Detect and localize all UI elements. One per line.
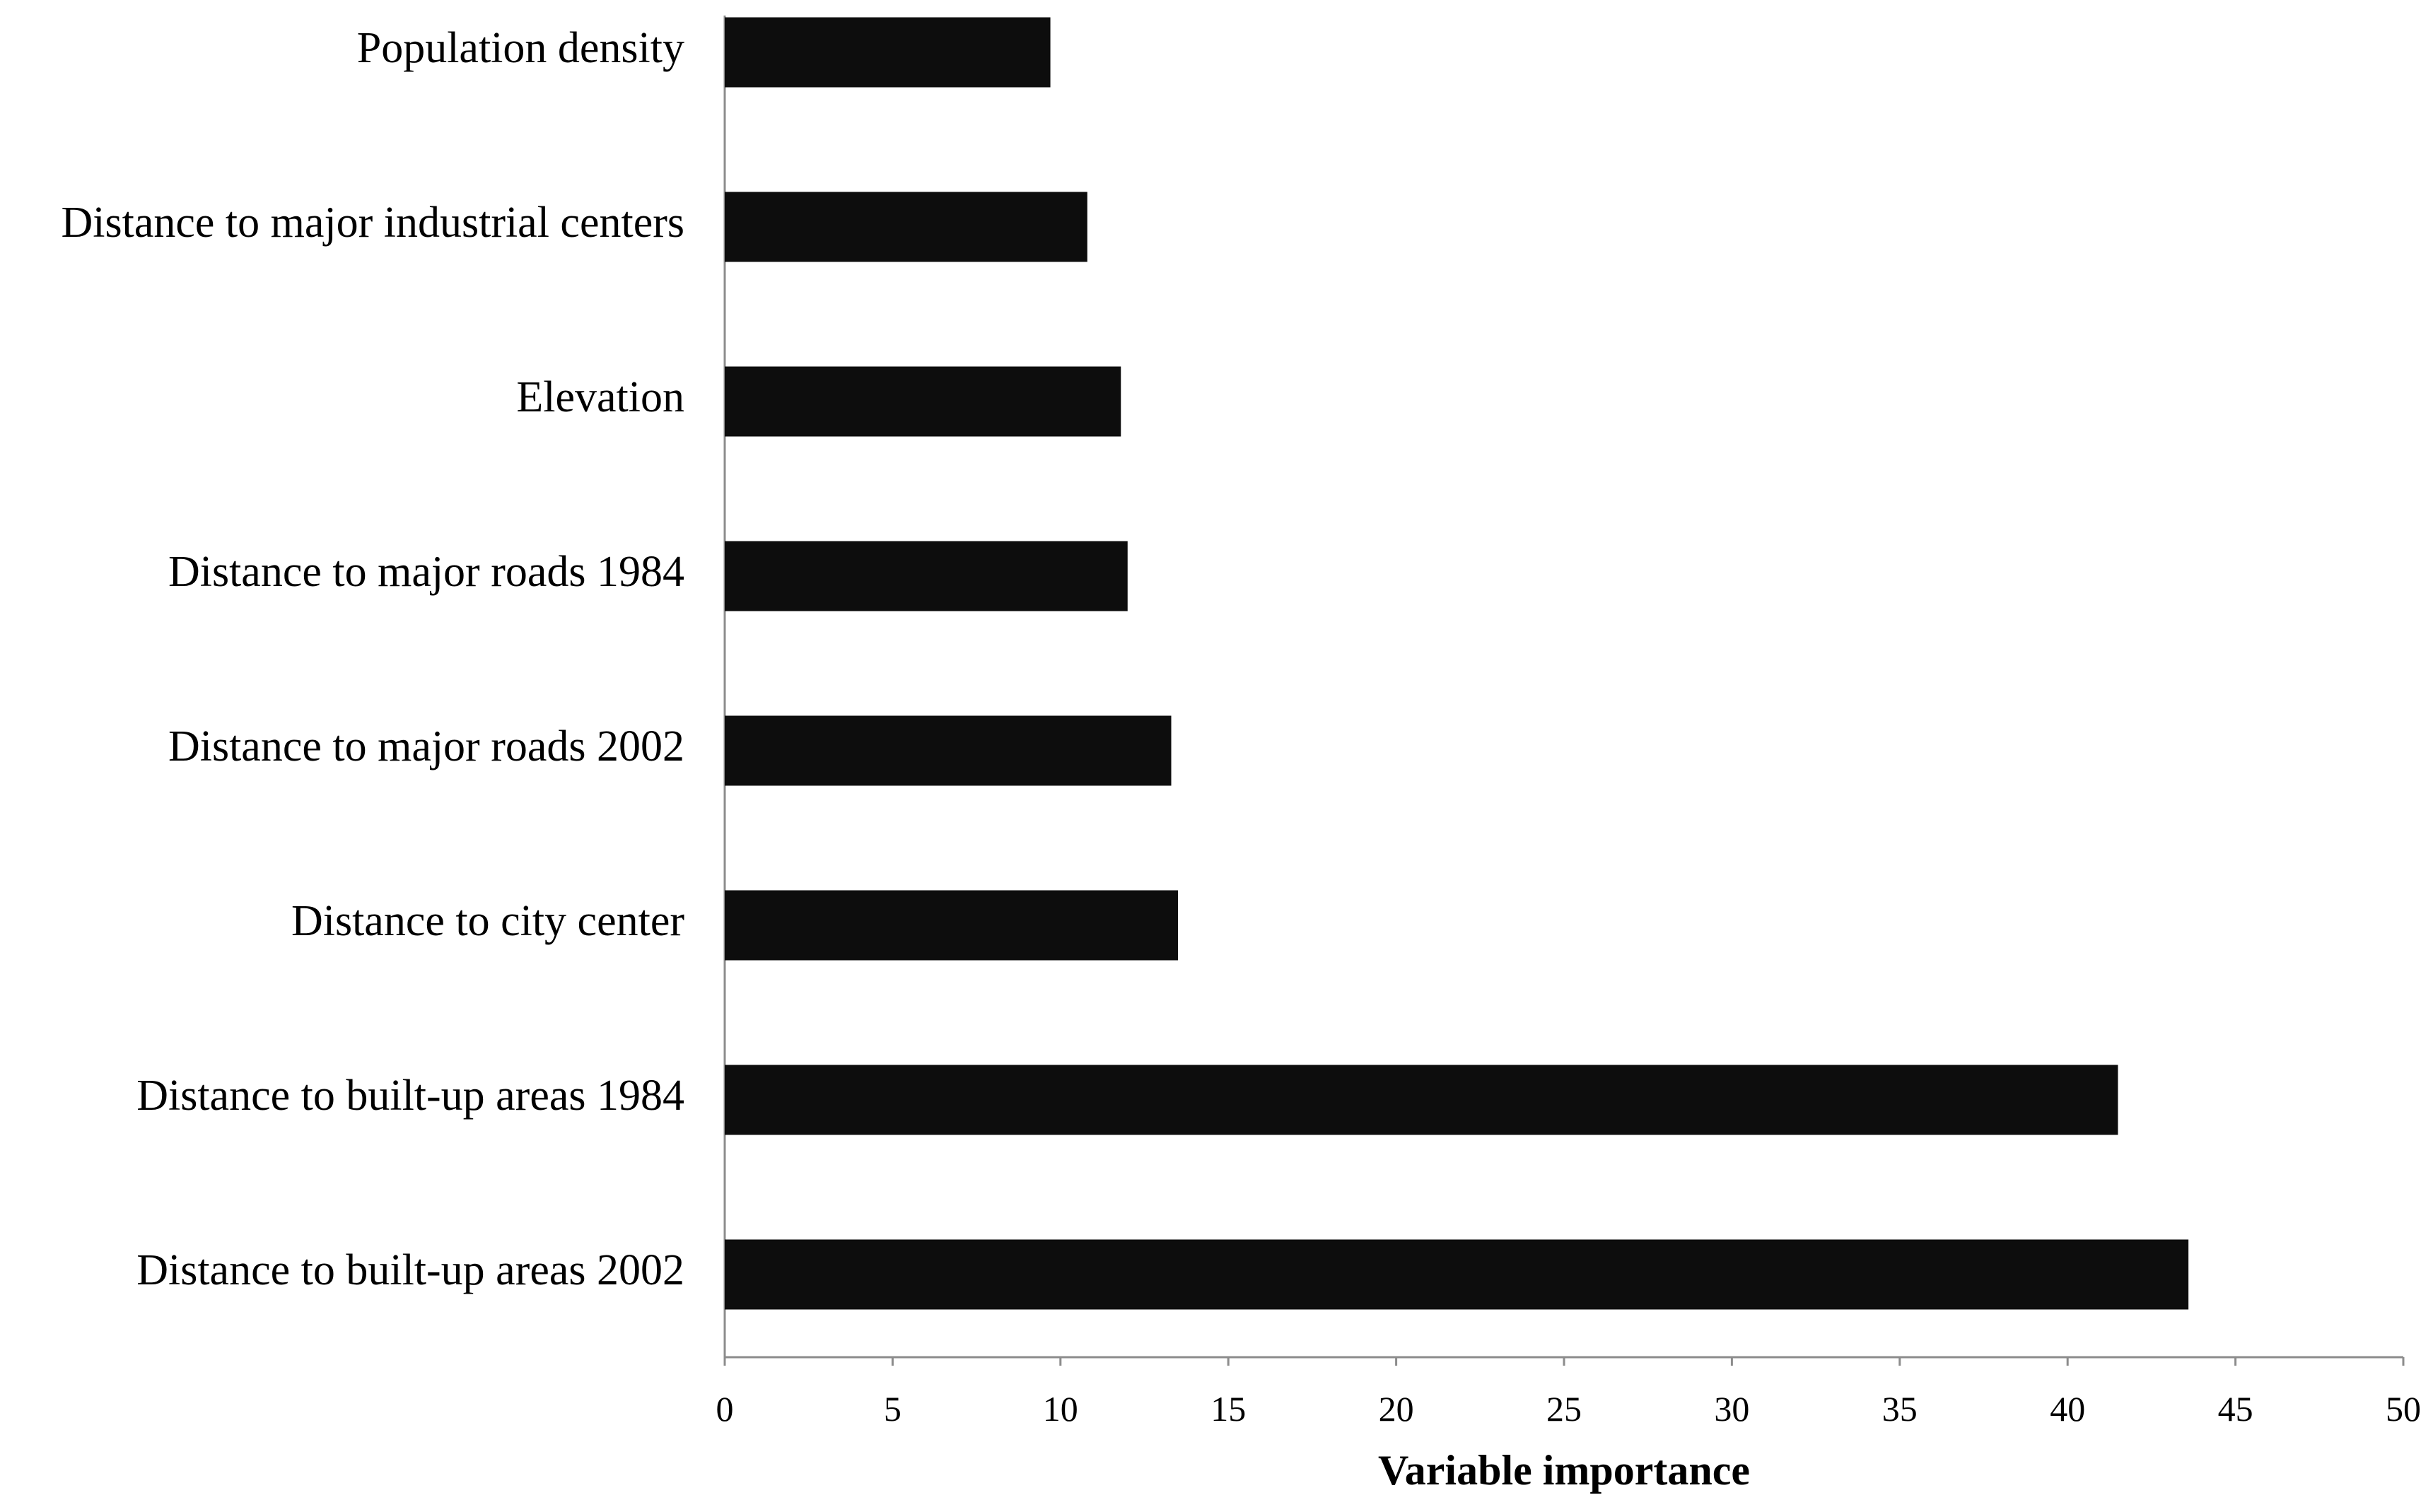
category-label-0: Population density [357, 24, 684, 72]
x-tick-label-2: 10 [1043, 1389, 1078, 1429]
bar-3 [725, 541, 1128, 611]
bar-5 [725, 890, 1178, 961]
x-tick-label-10: 50 [2386, 1389, 2421, 1429]
x-tick-label-8: 40 [2050, 1389, 2085, 1429]
bars-group [725, 17, 2189, 1310]
bar-0 [725, 17, 1051, 88]
x-tick-label-4: 20 [1379, 1389, 1414, 1429]
category-label-2: Elevation [516, 373, 684, 421]
category-label-3: Distance to major roads 1984 [168, 548, 684, 596]
x-tick-label-7: 35 [1882, 1389, 1918, 1429]
x-tick-label-1: 5 [884, 1389, 902, 1429]
x-axis-title: Variable importance [1378, 1447, 1750, 1494]
x-tick-label-0: 0 [716, 1389, 734, 1429]
bar-7 [725, 1239, 2189, 1310]
x-tick-label-5: 25 [1546, 1389, 1582, 1429]
x-tick-label-3: 15 [1210, 1389, 1246, 1429]
bar-4 [725, 715, 1172, 786]
category-label-7: Distance to built-up areas 2002 [136, 1246, 684, 1294]
bar-6 [725, 1065, 2118, 1135]
category-label-4: Distance to major roads 2002 [168, 722, 684, 770]
category-label-5: Distance to city center [291, 897, 684, 945]
bar-1 [725, 192, 1087, 262]
bar-2 [725, 366, 1121, 437]
x-tick-label-9: 45 [2218, 1389, 2253, 1429]
x-tick-label-6: 30 [1714, 1389, 1749, 1429]
x-ticks-group: 0 5 10 15 20 25 30 35 40 45 50 [716, 1357, 2421, 1429]
category-labels-group: Population density Distance to major indu… [61, 24, 684, 1294]
category-label-1: Distance to major industrial centers [61, 199, 684, 247]
category-label-6: Distance to built-up areas 1984 [136, 1072, 684, 1120]
